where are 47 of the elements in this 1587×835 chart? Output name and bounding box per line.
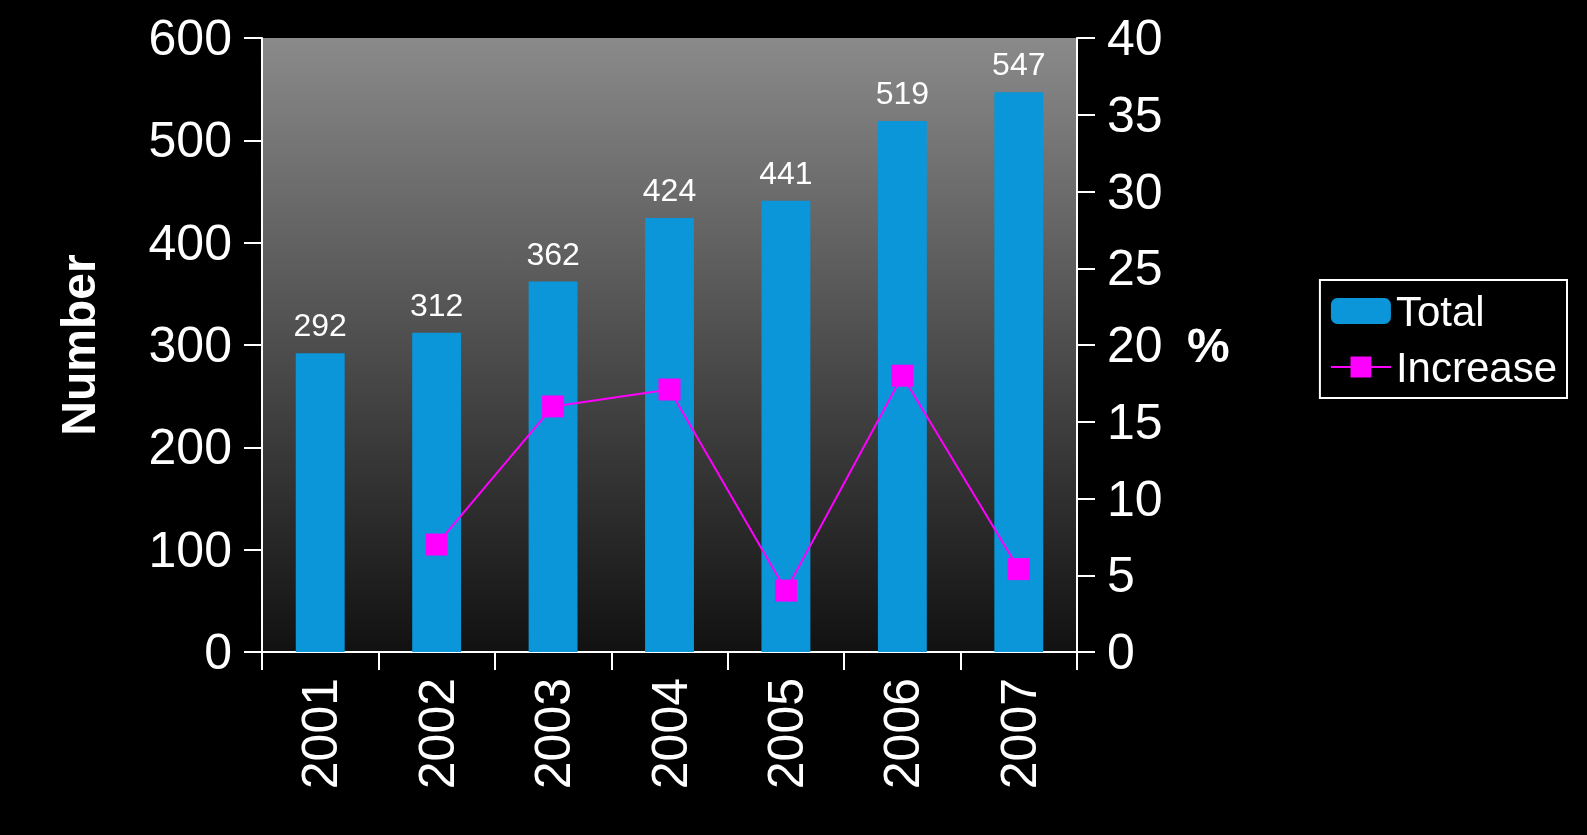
y2-tick-label: 35	[1107, 86, 1163, 143]
bar	[994, 92, 1044, 652]
data-label: 519	[875, 74, 930, 111]
bar	[528, 281, 578, 652]
y-tick-label: 0	[204, 624, 232, 680]
y2-tick-label: 20	[1107, 317, 1163, 373]
bar	[295, 353, 345, 652]
x-tick-label: 2007	[990, 678, 1047, 790]
y2-tick-label: 15	[1107, 393, 1163, 450]
bar	[412, 332, 462, 652]
bar	[761, 200, 811, 652]
x-tick-label: 2001	[292, 678, 349, 790]
legend-label: Increase	[1395, 343, 1557, 391]
y-tick-label: 400	[148, 214, 232, 271]
point	[658, 378, 681, 401]
data-label: 424	[642, 172, 697, 209]
data-label: 292	[293, 307, 347, 344]
data-label: 441	[759, 154, 813, 191]
y-tick-label: 600	[148, 10, 232, 66]
y2-tick-label: 40	[1107, 10, 1163, 66]
y2-tick-label: 5	[1107, 547, 1135, 604]
data-label: 312	[409, 286, 464, 323]
bar	[877, 120, 927, 652]
y2-tick-label: 0	[1107, 624, 1135, 680]
data-label: 362	[526, 235, 580, 272]
y-tick-label: 300	[148, 317, 232, 373]
x-tick-label: 2004	[641, 678, 698, 790]
x-tick-label: 2003	[525, 678, 582, 790]
point	[425, 533, 448, 556]
point	[1007, 558, 1030, 581]
point	[542, 395, 565, 418]
y-axis-title: Number	[51, 254, 105, 436]
point	[891, 364, 914, 387]
point	[774, 579, 797, 602]
y2-tick-label: 25	[1107, 240, 1163, 297]
y2-tick-label: 10	[1107, 470, 1163, 527]
data-label: 547	[992, 46, 1046, 83]
x-tick-label: 2005	[757, 678, 814, 790]
y2-tick-label: 30	[1107, 163, 1163, 220]
x-tick-label: 2002	[408, 678, 465, 790]
y2-axis-title: %	[1187, 318, 1230, 372]
y-tick-label: 500	[148, 112, 232, 169]
bar	[645, 218, 694, 652]
y-tick-label: 200	[148, 419, 232, 476]
legend-label: Total	[1395, 287, 1485, 335]
x-tick-label: 2006	[874, 678, 931, 790]
y-tick-label: 100	[148, 521, 232, 578]
